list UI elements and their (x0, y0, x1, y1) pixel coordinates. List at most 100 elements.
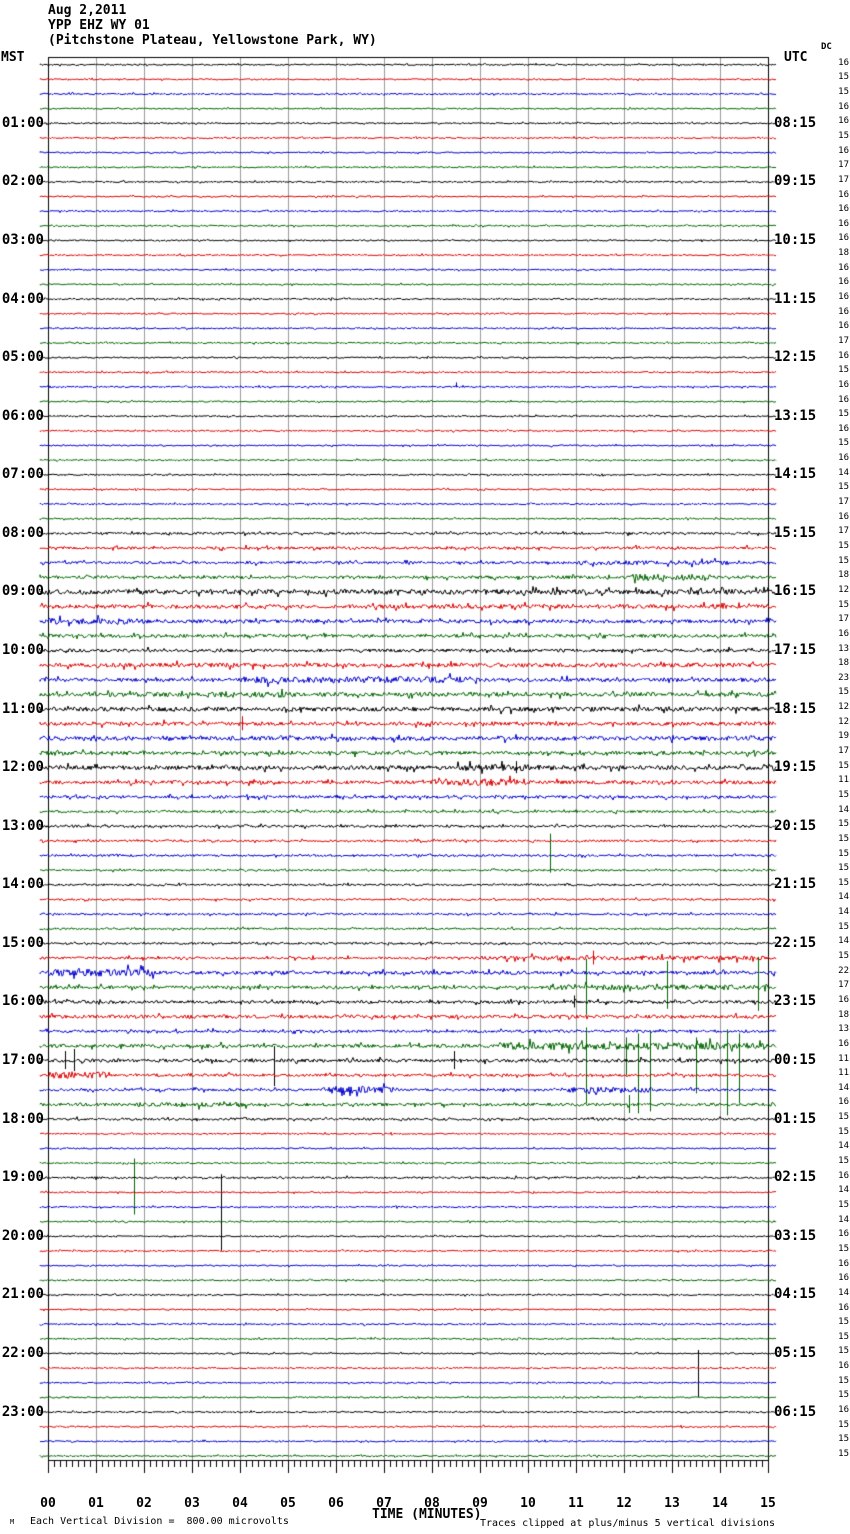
right-timezone-label: UTC (784, 50, 808, 65)
clip-note: Traces clipped at plus/minus 5 vertical … (480, 1518, 776, 1529)
mst-hour-label: 09:00 (1, 583, 44, 600)
dc-value: 18 (838, 1009, 849, 1020)
utc-hour-label: 19:15 (774, 759, 817, 776)
dc-column-label: DC (821, 42, 832, 52)
utc-hour-label: 17:15 (774, 642, 817, 658)
mst-hour-label: 06:00 (1, 407, 44, 424)
dc-value: 11 (838, 1068, 849, 1079)
dc-value: 16 (838, 57, 849, 68)
mst-hour-label: 05:00 (1, 349, 44, 366)
dc-value: 15 (838, 1156, 849, 1167)
dc-value: 16 (838, 511, 849, 522)
x-tick-label: 01 (88, 1496, 104, 1511)
dc-value: 15 (838, 877, 849, 888)
dc-value: 17 (838, 497, 849, 508)
dc-value: 19 (838, 731, 849, 742)
utc-hour-label: 22:15 (774, 934, 817, 951)
dc-value: 16 (838, 262, 849, 273)
dc-value: 16 (838, 101, 849, 112)
dc-value: 16 (838, 1258, 849, 1269)
x-tick-label: 11 (568, 1496, 584, 1511)
x-tick-label: 00 (40, 1496, 56, 1511)
dc-value: 16 (838, 189, 849, 200)
utc-hour-label: 02:15 (774, 1169, 817, 1186)
dc-value: 15 (838, 951, 849, 962)
dc-value: 15 (838, 438, 849, 449)
dc-value: 16 (838, 1361, 849, 1372)
dc-value: 16 (838, 423, 849, 434)
mst-hour-label: 03:00 (1, 231, 44, 248)
scale-note: Each Vertical Division = 800.00 microvol… (30, 1516, 289, 1527)
dc-value: 15 (838, 833, 849, 844)
dc-value: 15 (838, 1346, 849, 1357)
utc-hour-label: 04:15 (774, 1286, 817, 1303)
dc-value: 15 (838, 863, 849, 874)
dc-value: 15 (838, 1112, 849, 1123)
dc-value: 14 (838, 804, 849, 815)
utc-hour-label: 08:15 (774, 114, 817, 131)
dc-value: 16 (838, 306, 849, 317)
utc-hour-label: 09:15 (774, 173, 817, 190)
dc-value: 15 (838, 1434, 849, 1445)
dc-value: 17 (838, 980, 849, 991)
x-tick-label: 09 (472, 1496, 488, 1511)
dc-value: 16 (838, 1038, 849, 1049)
mst-hour-label: 17:00 (1, 1052, 44, 1069)
dc-value: 14 (838, 467, 849, 478)
mst-hour-label: 12:00 (1, 759, 44, 776)
dc-value: 15 (838, 1243, 849, 1254)
mst-hour-label: 23:00 (1, 1403, 44, 1420)
x-tick-label: 07 (376, 1496, 392, 1511)
dc-value: 15 (838, 819, 849, 830)
mst-hour-label: 16:00 (1, 993, 44, 1010)
dc-value: 15 (838, 1126, 849, 1137)
x-tick-label: 04 (232, 1496, 248, 1511)
header-location: (Pitchstone Plateau, Yellowstone Park, W… (48, 33, 377, 48)
dc-value: 15 (838, 789, 849, 800)
dc-value: 17 (838, 174, 849, 185)
utc-hour-label: 20:15 (774, 817, 817, 834)
dc-value: 14 (838, 892, 849, 903)
dc-value: 14 (838, 1082, 849, 1093)
dc-value: 17 (838, 160, 849, 171)
dc-value: 16 (838, 233, 849, 244)
utc-hour-label: 01:15 (774, 1110, 817, 1127)
utc-hour-label: 06:15 (774, 1403, 817, 1420)
mst-hour-label: 20:00 (1, 1227, 44, 1244)
x-tick-label: 05 (280, 1496, 296, 1511)
x-tick-label: 08 (424, 1496, 440, 1511)
dc-value: 16 (838, 145, 849, 156)
dc-value: 18 (838, 248, 849, 259)
dc-value: 14 (838, 907, 849, 918)
dc-value: 16 (838, 1273, 849, 1284)
dc-value: 15 (838, 482, 849, 493)
dc-value: 16 (838, 292, 849, 303)
dc-value: 15 (838, 921, 849, 932)
dc-value: 15 (838, 555, 849, 566)
dc-value: 16 (838, 116, 849, 127)
dc-value: 16 (838, 204, 849, 215)
utc-hour-label: 11:15 (774, 290, 817, 307)
dc-value: 16 (838, 218, 849, 229)
x-tick-label: 03 (184, 1496, 200, 1511)
dc-value: 15 (838, 130, 849, 141)
dc-value: 16 (838, 1229, 849, 1240)
dc-value: 17 (838, 614, 849, 625)
mst-hour-label: 04:00 (1, 290, 44, 307)
x-tick-label: 15 (760, 1496, 776, 1511)
dc-value: 15 (838, 1375, 849, 1386)
dc-value: 15 (838, 365, 849, 376)
dc-value: 16 (838, 1405, 849, 1416)
utc-hour-label: 12:15 (774, 349, 817, 366)
x-tick-label: 13 (664, 1496, 680, 1511)
dc-value: 14 (838, 1141, 849, 1152)
utc-hour-label: 18:15 (774, 700, 817, 717)
x-tick-label: 14 (712, 1496, 728, 1511)
dc-value: 15 (838, 1419, 849, 1430)
dc-value: 15 (838, 540, 849, 551)
dc-value: 16 (838, 394, 849, 405)
utc-hour-label: 23:15 (774, 993, 817, 1010)
dc-value: 17 (838, 335, 849, 346)
dc-value: 15 (838, 1390, 849, 1401)
